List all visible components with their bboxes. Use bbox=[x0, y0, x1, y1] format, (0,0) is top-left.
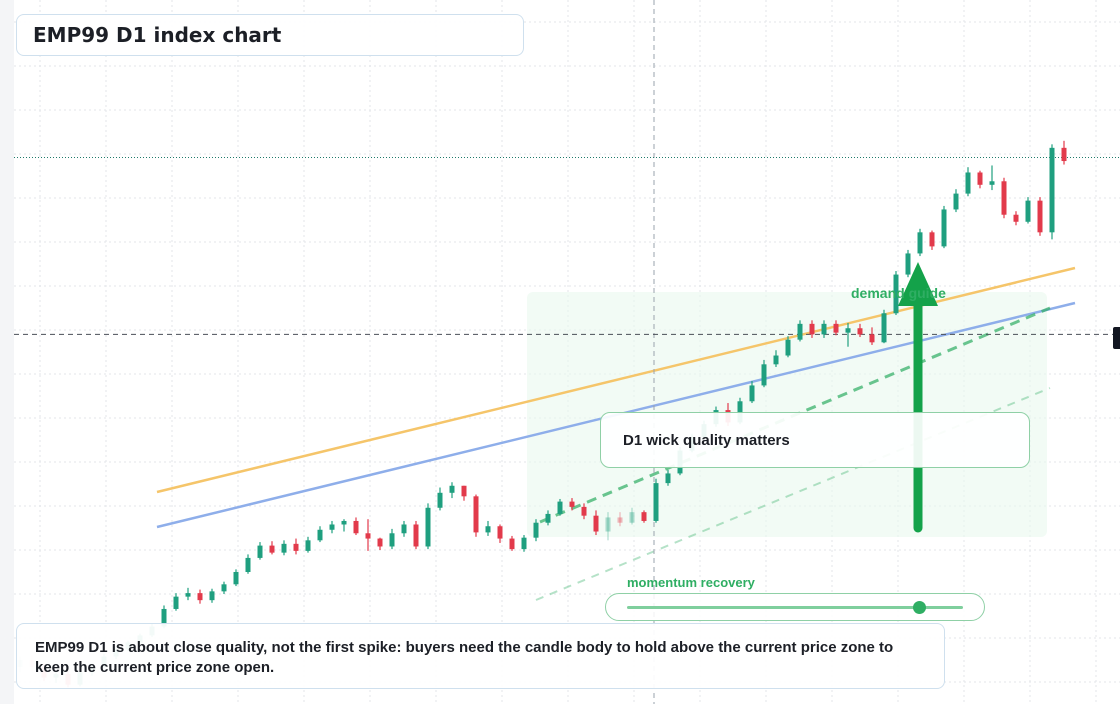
candle-body-down bbox=[869, 334, 875, 343]
candle-body-up bbox=[797, 323, 803, 340]
candle-body-up bbox=[1025, 200, 1031, 222]
candle-body-up bbox=[845, 328, 851, 333]
candle-body-up bbox=[257, 545, 263, 558]
momentum-thumb[interactable] bbox=[913, 601, 927, 614]
candle-body-up bbox=[653, 483, 659, 521]
candle-body-down bbox=[197, 593, 203, 601]
candle-body-down bbox=[353, 520, 359, 534]
candle-body-up bbox=[533, 522, 539, 538]
candle-body-up bbox=[161, 608, 167, 627]
candle-body-up bbox=[773, 355, 779, 365]
caption-card: EMP99 D1 is about close quality, not the… bbox=[16, 623, 945, 689]
candle-body-down bbox=[833, 323, 839, 333]
candle-body-up bbox=[173, 596, 179, 609]
left-edge-strip bbox=[0, 0, 14, 704]
chart-title-card: EMP99 D1 index chart bbox=[16, 14, 524, 56]
momentum-track bbox=[627, 606, 963, 609]
candle-body-up bbox=[305, 540, 311, 551]
candle-body-up bbox=[389, 533, 395, 547]
candle-body-up bbox=[821, 323, 827, 335]
annotation-text: D1 wick quality matters bbox=[623, 431, 790, 449]
momentum-label: momentum recovery bbox=[627, 575, 755, 590]
candle-body-down bbox=[569, 501, 575, 507]
candle-body-down bbox=[293, 543, 299, 551]
candle-body-up bbox=[341, 520, 347, 525]
candle-body-down bbox=[1013, 214, 1019, 222]
candle-body-up bbox=[749, 385, 755, 402]
candle-body-up bbox=[785, 339, 791, 356]
candle-body-up bbox=[893, 274, 899, 314]
momentum-slider[interactable] bbox=[605, 593, 985, 621]
candle-body-up bbox=[605, 517, 611, 532]
candle-body-down bbox=[641, 512, 647, 521]
chart-title: EMP99 D1 index chart bbox=[33, 23, 282, 47]
candle-body-up bbox=[221, 584, 227, 592]
annotation-card: D1 wick quality matters bbox=[600, 412, 1030, 468]
candle-body-up bbox=[917, 232, 923, 254]
candle-body-down bbox=[809, 323, 815, 335]
candle-body-up bbox=[545, 513, 551, 523]
candle-body-up bbox=[761, 364, 767, 386]
candle-body-down bbox=[497, 526, 503, 539]
candle-body-down bbox=[473, 496, 479, 533]
candle-body-up bbox=[557, 501, 563, 514]
candle-body-down bbox=[1001, 181, 1007, 215]
candle-body-up bbox=[1049, 147, 1055, 233]
candle-body-up bbox=[941, 209, 947, 247]
candle-body-down bbox=[617, 517, 623, 523]
candle-body-up bbox=[965, 172, 971, 194]
candle-body-up bbox=[209, 591, 215, 601]
candle-body-up bbox=[485, 526, 491, 533]
arrow-up-icon bbox=[898, 262, 938, 306]
price-axis-tag[interactable] bbox=[1113, 327, 1120, 349]
candle-body-down bbox=[977, 172, 983, 185]
candle-body-down bbox=[857, 328, 863, 335]
candle-body-up bbox=[665, 473, 671, 484]
candle-body-down bbox=[1037, 200, 1043, 233]
candle-body-up bbox=[281, 543, 287, 553]
candle-body-up bbox=[185, 593, 191, 597]
candle-body-down bbox=[365, 533, 371, 539]
candle-body-up bbox=[629, 512, 635, 523]
candle-body-down bbox=[377, 538, 383, 547]
demand-zone-label: demand guide bbox=[851, 285, 946, 301]
candle-body-up bbox=[425, 507, 431, 547]
candle-body-up bbox=[245, 557, 251, 572]
candle-body-up bbox=[329, 524, 335, 530]
candle-body-up bbox=[521, 537, 527, 550]
candle-body-up bbox=[905, 253, 911, 275]
candle-body-down bbox=[593, 515, 599, 532]
candle-body-up bbox=[437, 492, 443, 508]
guide-dashed-line-faint bbox=[535, 387, 1051, 601]
candle-body-up bbox=[401, 524, 407, 534]
candle-body-down bbox=[1061, 147, 1067, 162]
candle-body-up bbox=[449, 485, 455, 493]
candle-body-down bbox=[509, 538, 515, 550]
candle-body-down bbox=[413, 524, 419, 547]
candle-body-up bbox=[881, 313, 887, 343]
candle-body-up bbox=[953, 193, 959, 210]
candle-body-down bbox=[581, 506, 587, 516]
candle-body-up bbox=[737, 401, 743, 423]
candle-body-up bbox=[989, 181, 995, 185]
candle-body-up bbox=[317, 529, 323, 541]
candle-body-up bbox=[233, 572, 239, 585]
candle-body-down bbox=[461, 485, 467, 497]
candle-body-down bbox=[929, 232, 935, 247]
candle-body-down bbox=[269, 545, 275, 553]
caption-text: EMP99 D1 is about close quality, not the… bbox=[35, 639, 894, 676]
